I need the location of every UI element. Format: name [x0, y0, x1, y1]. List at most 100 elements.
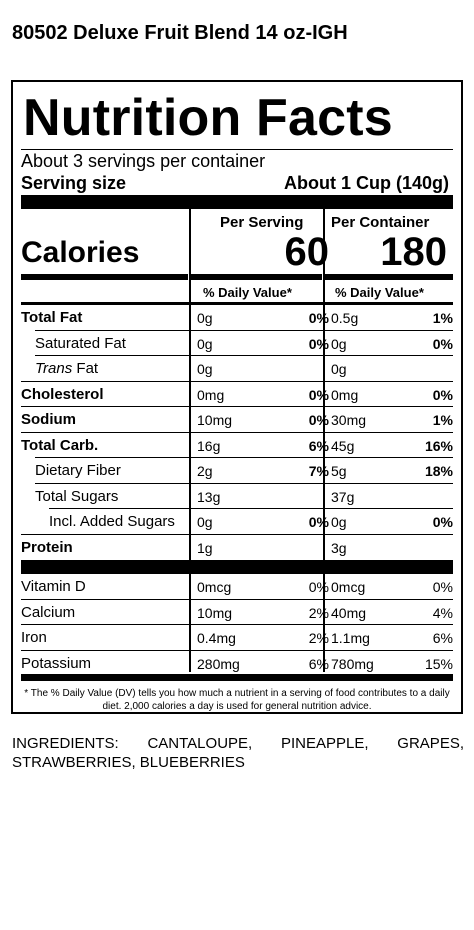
nutrient-name: Incl. Added Sugars — [49, 513, 175, 530]
nutrient-name: Calcium — [21, 603, 76, 621]
dv-header-container: % Daily Value* — [335, 285, 424, 300]
container-amount: 30mg — [331, 412, 367, 428]
serving-dv: 6% — [308, 437, 329, 454]
row-rule — [35, 329, 453, 331]
container-dv: 0% — [432, 386, 453, 403]
nutrient-name: Vitamin D — [21, 578, 86, 595]
calories-per-serving: 60 — [284, 230, 330, 274]
serving-amount: 16g — [197, 437, 221, 454]
serving-amount: 10mg — [197, 604, 233, 621]
ingredients-statement: INGREDIENTS: CANTALOUPE, PINEAPPLE, GRAP… — [12, 735, 464, 771]
title-rule — [21, 149, 453, 150]
serving-column-divider — [189, 209, 191, 672]
nutrient-row: Total Fat 0g 0% 0.5g 1% — [21, 305, 453, 330]
nutrient-name: Total Carb. — [21, 436, 99, 454]
nutrient-row: Iron 0.4mg 2% 1.1mg 6% — [21, 625, 453, 650]
row-rule — [49, 508, 453, 509]
row-rule — [21, 406, 453, 407]
serving-dv: 0% — [308, 386, 329, 403]
nutrient-row: Incl. Added Sugars 0g 0% 0g 0% — [21, 509, 453, 534]
serving-dv: 6% — [308, 655, 329, 672]
container-dv: 4% — [432, 604, 453, 621]
nutrient-name-italic: Trans — [35, 360, 73, 377]
row-rule — [21, 649, 453, 651]
serving-dv: 0% — [308, 335, 329, 352]
dv-header-rule — [21, 302, 453, 305]
nutrient-row: Dietary Fiber 2g 7% 5g 18% — [21, 458, 453, 483]
serving-dv: 2% — [308, 604, 329, 621]
container-amount: 780mg — [331, 655, 374, 672]
row-rule — [35, 457, 453, 458]
container-dv: 1% — [432, 310, 453, 326]
label-title: Nutrition Facts — [23, 89, 393, 147]
serving-dv: 0% — [308, 412, 329, 428]
container-column-divider — [323, 209, 325, 672]
nutrient-name: Saturated Fat — [35, 334, 126, 352]
calories-per-container: 180 — [380, 230, 447, 274]
container-amount: 0g — [331, 361, 347, 377]
row-rule — [21, 624, 453, 625]
row-rule — [35, 482, 453, 484]
row-rule — [21, 533, 453, 535]
nutrient-row: Total Carb. 16g 6% 45g 16% — [21, 433, 453, 458]
nutrient-name: Dietary Fiber — [35, 462, 121, 479]
nutrient-name: Potassium — [21, 654, 92, 672]
container-dv: 1% — [432, 412, 453, 428]
nutrient-name: Trans Fat — [35, 360, 98, 377]
serving-amount: 2g — [197, 463, 213, 479]
nutrient-row: Sodium 10mg 0% 30mg 1% — [21, 407, 453, 432]
container-dv: 6% — [432, 630, 453, 646]
serving-amount: 0g — [197, 335, 213, 352]
serving-dv: 2% — [308, 630, 329, 646]
vitamin-divider-bar — [21, 560, 453, 574]
container-amount: 40mg — [331, 604, 367, 621]
nutrient-row: Calcium 10mg 2% 40mg 4% — [21, 600, 453, 625]
serving-dv: 0% — [308, 514, 329, 530]
calories-label: Calories — [21, 236, 140, 269]
container-amount: 37g — [331, 488, 355, 505]
footnote-divider-bar — [21, 674, 453, 681]
nutrient-name: Cholesterol — [21, 385, 104, 403]
serving-amount: 13g — [197, 488, 221, 505]
container-amount: 0mcg — [331, 579, 366, 595]
nutrient-name: Iron — [21, 629, 47, 646]
nutrient-name-rest: Fat — [72, 360, 99, 377]
serving-amount: 0mg — [197, 386, 225, 403]
nutrient-row: Potassium 280mg 6% 780mg 15% — [21, 651, 453, 676]
container-dv: 0% — [432, 579, 453, 595]
nutrition-facts-label: Nutrition Facts About 3 servings per con… — [11, 80, 463, 714]
serving-dv: 0% — [308, 579, 329, 595]
serving-amount: 0mcg — [197, 579, 232, 595]
nutrient-name: Total Sugars — [35, 487, 119, 505]
row-rule — [21, 598, 453, 600]
serving-dv: 0% — [308, 310, 329, 326]
calories-bar-right — [325, 274, 453, 280]
container-amount: 3g — [331, 539, 347, 556]
serving-amount: 0g — [197, 310, 213, 326]
serving-dv: 7% — [308, 463, 329, 479]
row-rule — [21, 431, 453, 433]
container-dv: 18% — [424, 463, 453, 479]
nutrient-name: Sodium — [21, 411, 76, 428]
serving-amount: 1g — [197, 539, 213, 556]
per-serving-header: Per Serving — [220, 214, 304, 231]
container-dv: 0% — [432, 335, 453, 352]
container-amount: 0g — [331, 514, 347, 530]
container-amount: 45g — [331, 437, 355, 454]
container-amount: 5g — [331, 463, 347, 479]
product-title: 80502 Deluxe Fruit Blend 14 oz-IGH — [12, 22, 348, 44]
serving-amount: 0.4mg — [197, 630, 236, 646]
container-amount: 0g — [331, 335, 347, 352]
nutrient-row: Protein 1g 3g — [21, 535, 453, 560]
serving-size-label: Serving size — [21, 173, 127, 193]
serving-amount: 0g — [197, 361, 213, 377]
calories-bar-mid — [191, 274, 322, 280]
serving-amount: 10mg — [197, 412, 233, 428]
calories-bar-left — [21, 274, 188, 280]
nutrient-name: Total Fat — [21, 309, 83, 326]
container-dv: 0% — [432, 514, 453, 530]
nutrient-row: Cholesterol 0mg 0% 0mg 0% — [21, 382, 453, 407]
container-amount: 0mg — [331, 386, 359, 403]
row-rule — [35, 355, 453, 356]
container-dv: 15% — [424, 655, 453, 672]
